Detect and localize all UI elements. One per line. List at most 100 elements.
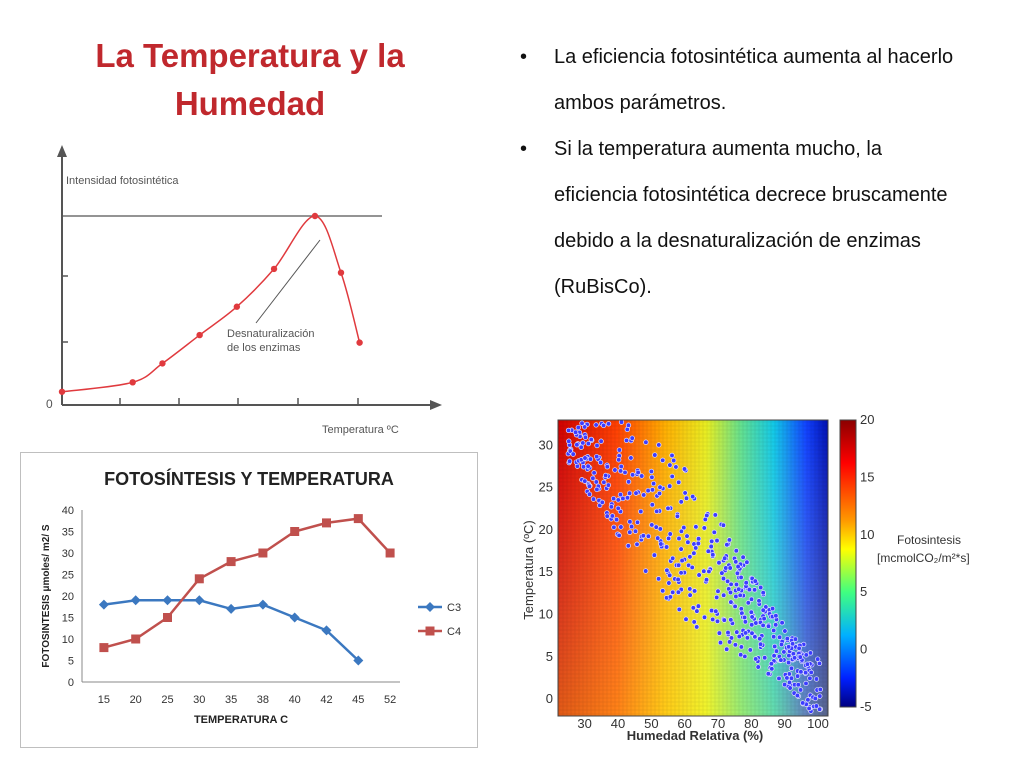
curve-point: [159, 360, 166, 367]
scatter-point: [696, 572, 702, 578]
scatter-point: [794, 692, 801, 699]
curve-point: [337, 269, 345, 276]
scatter-point: [574, 442, 580, 448]
scatter-point: [676, 479, 682, 485]
data-point-c4: [258, 548, 268, 558]
scatter-point: [743, 580, 749, 586]
scatter-point: [804, 661, 811, 667]
data-point-c3: [321, 625, 332, 636]
scatter-point: [640, 533, 646, 539]
scatter-point: [616, 532, 622, 539]
heatmap-border: [557, 419, 829, 717]
data-point-c4: [194, 574, 204, 584]
scatter-point: [620, 495, 626, 502]
scatter-point: [742, 619, 749, 625]
scatter-point: [776, 675, 782, 682]
x-tick-label: 42: [320, 694, 332, 706]
scatter-point: [760, 607, 766, 613]
scatter-point: [693, 545, 699, 551]
scatter-point: [806, 705, 812, 712]
scatter-point: [587, 456, 594, 462]
scatter-point: [716, 560, 722, 566]
colorbar-tick-label: 20: [860, 412, 874, 427]
colorbar-label: Fotosintesis [mcmolCO₂/m²*s]: [877, 533, 970, 565]
scatter-point: [734, 570, 741, 576]
scatter-point: [706, 568, 712, 575]
colorbar-tick-label: -5: [860, 699, 872, 714]
scatter-point: [678, 570, 684, 576]
scatter-point: [694, 624, 700, 630]
scatter-point: [667, 572, 673, 578]
x-axis-label: Temperatura ºC: [322, 424, 399, 436]
scatter-point: [645, 487, 651, 494]
scatter-point: [722, 555, 728, 561]
scatter-point: [738, 644, 745, 650]
scatter-point: [760, 590, 766, 596]
scatter-point: [655, 576, 662, 582]
slide-title: La Temperatura y la Humedad: [95, 37, 405, 122]
x-tick-label: 25: [161, 694, 173, 706]
scatter-point: [675, 562, 682, 568]
scatter-point: [748, 609, 754, 615]
scatter-point: [674, 513, 681, 519]
scatter-point: [784, 635, 790, 642]
scatter-point: [645, 533, 652, 539]
scatter-point: [714, 618, 721, 624]
scatter-point: [627, 529, 633, 535]
chart-title: FOTOSÍNTESIS Y TEMPERATURA: [104, 468, 394, 489]
intensity-temperature-chart: Intensidad fotosintética 0 Temperatura º…: [46, 145, 442, 436]
scatter-point: [807, 650, 814, 656]
scatter-point: [616, 447, 623, 453]
scatter-point: [765, 671, 771, 677]
scatter-point: [626, 490, 633, 496]
scatter-point: [786, 652, 792, 659]
scatter-point: [738, 652, 744, 658]
scatter-point: [616, 457, 622, 463]
intensity-curve: [61, 215, 361, 393]
scatter-point: [762, 655, 768, 661]
scatter-point: [666, 580, 672, 586]
scatter-point: [601, 479, 607, 485]
scatter-point: [657, 484, 663, 490]
scatter-point: [594, 453, 600, 460]
scatter-point: [625, 422, 632, 428]
scatter-point: [566, 458, 573, 464]
scatter-point: [778, 657, 784, 663]
scatter-point: [792, 636, 799, 642]
scatter-point: [816, 660, 823, 667]
scatter-point: [716, 630, 723, 636]
scatter-point: [713, 608, 719, 614]
scatter-point: [752, 634, 758, 640]
x-tick-label: 52: [384, 694, 396, 706]
legend-marker-c3: [425, 602, 435, 612]
scatter-point: [625, 479, 632, 485]
scatter-point: [803, 680, 809, 687]
scatter-point: [756, 598, 762, 604]
scatter-point: [590, 496, 597, 502]
scatter-point: [794, 673, 801, 679]
scatter-point: [747, 647, 753, 653]
scatter-point: [648, 468, 655, 475]
data-point-c3: [289, 612, 300, 623]
scatter-point: [651, 552, 658, 558]
scatter-point: [817, 693, 823, 699]
scatter-point: [625, 543, 631, 549]
scatter-point: [634, 541, 640, 547]
scatter-point: [745, 600, 751, 606]
scatter-point: [714, 594, 720, 601]
y-tick-label: 10: [62, 634, 74, 646]
scatter-point: [683, 616, 689, 622]
scatter-point: [710, 552, 716, 558]
x-tick-label: 60: [677, 716, 691, 731]
x-tick-label: 40: [611, 716, 625, 731]
scatter-point: [720, 575, 727, 582]
scatter-point: [728, 599, 734, 605]
scatter-point: [678, 546, 684, 552]
scatter-point: [597, 459, 604, 466]
scatter-point: [701, 568, 707, 574]
scatter-point: [615, 505, 621, 511]
curve-point: [196, 331, 203, 339]
scatter-point: [800, 700, 806, 706]
scatter-point: [667, 483, 673, 489]
data-point-c4: [385, 548, 395, 558]
